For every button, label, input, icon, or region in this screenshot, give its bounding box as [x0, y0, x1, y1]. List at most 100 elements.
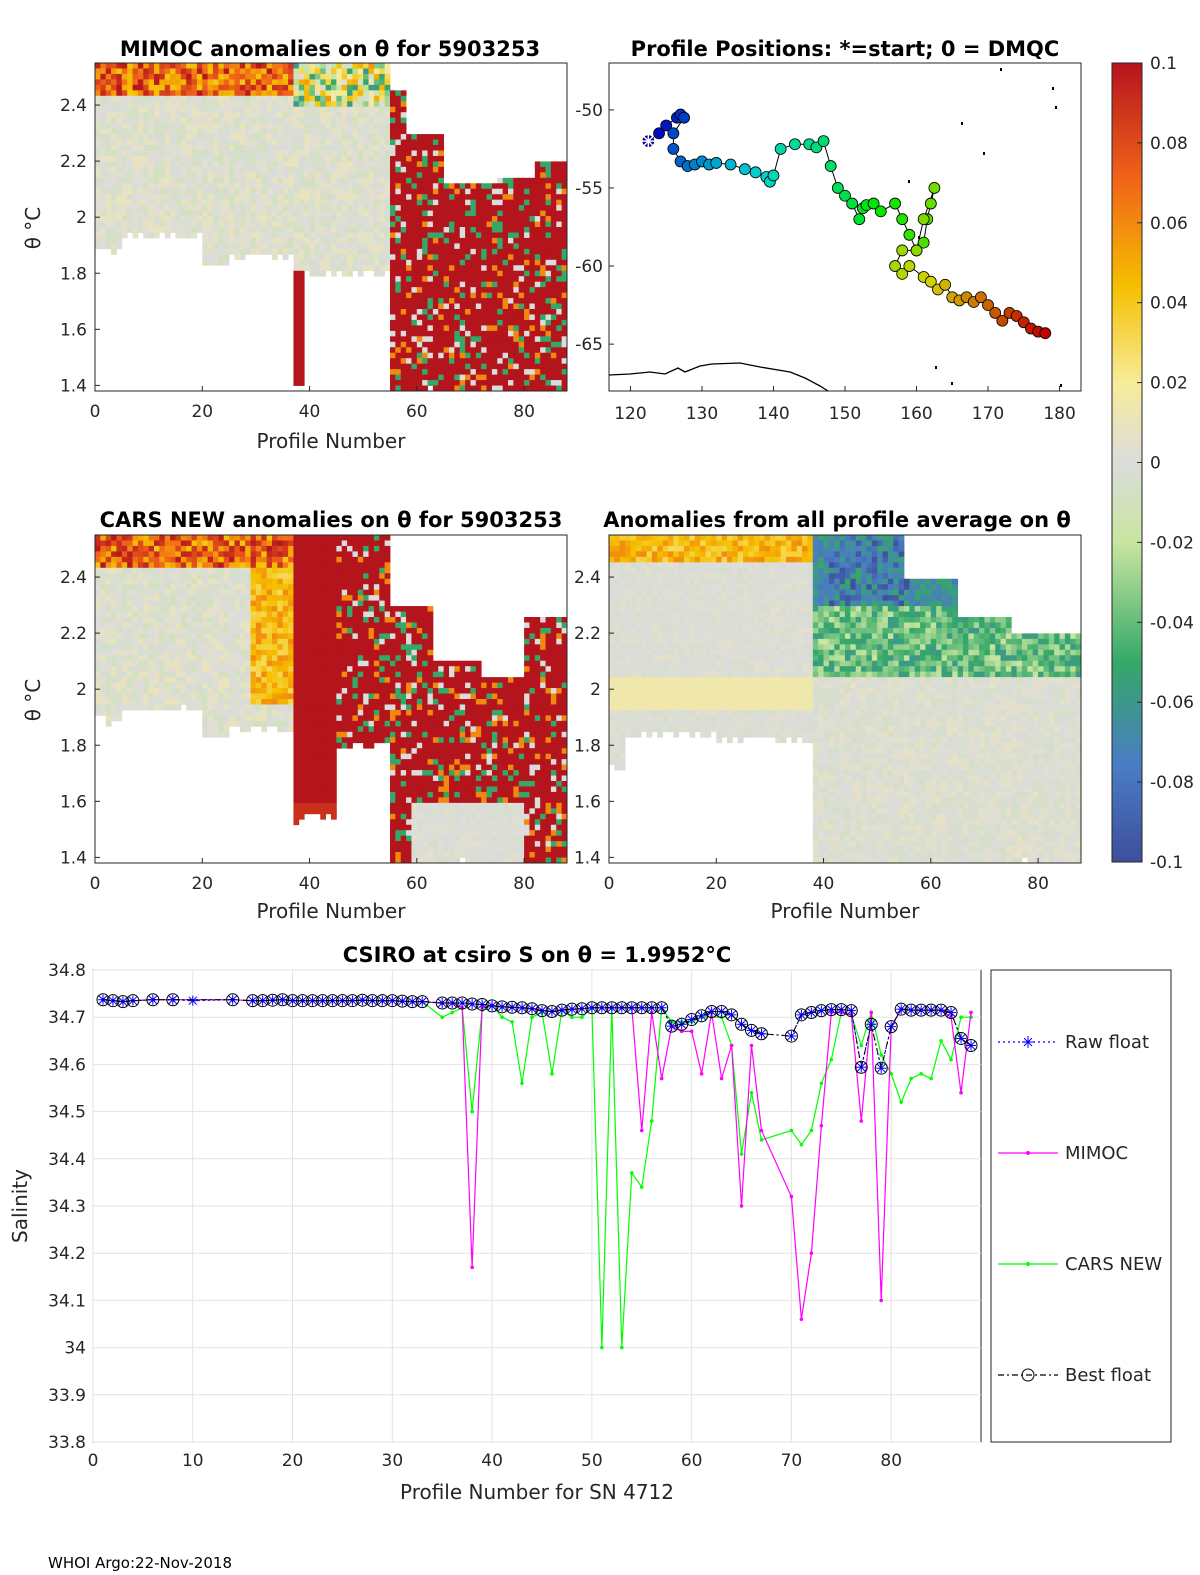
heatmap-cell: [384, 161, 391, 168]
heatmap-cell: [331, 210, 337, 217]
heatmap-cell: [255, 210, 262, 217]
heatmap-cell: [309, 243, 316, 250]
heatmap-cell: [218, 535, 225, 541]
float-position-marker: [653, 127, 665, 140]
heatmap-cell: [524, 205, 530, 211]
heatmap-cell: [239, 243, 246, 250]
heatmap-cell: [368, 145, 375, 151]
heatmap-cell: [218, 183, 225, 190]
heatmap-cell: [266, 693, 273, 700]
heatmap-cell: [186, 79, 192, 86]
heatmap-cell: [497, 336, 504, 343]
heatmap-cell: [347, 145, 353, 151]
heatmap-cell: [502, 210, 509, 217]
heatmap-cell: [180, 205, 187, 211]
heatmap-cell: [137, 606, 144, 612]
heatmap-cell: [508, 319, 514, 326]
heatmap-cell: [411, 347, 418, 354]
heatmap-cell: [255, 649, 262, 656]
heatmap-cell: [534, 232, 541, 239]
heatmap-cell: [170, 535, 176, 541]
heatmap-cell: [556, 259, 563, 266]
heatmap-cell: [395, 276, 402, 283]
heatmap-cell: [540, 298, 546, 304]
heatmap-cell: [497, 232, 504, 239]
heatmap-cell: [127, 644, 133, 651]
heatmap-cell: [250, 567, 257, 574]
heatmap-cell: [245, 123, 251, 129]
heatmap-cell: [390, 325, 396, 332]
heatmap-cell: [191, 227, 198, 233]
heatmap-cell: [470, 303, 477, 310]
heatmap-cell: [309, 666, 316, 673]
heatmap-cell: [239, 715, 246, 722]
heatmap-cell: [245, 540, 251, 547]
heatmap-cell: [357, 134, 364, 140]
heatmap-cell: [223, 194, 230, 201]
heatmap-cell: [304, 535, 310, 541]
heatmap-cell: [137, 145, 144, 151]
heatmap-cell: [556, 380, 563, 386]
heatmap-cell: [180, 540, 187, 547]
heatmap-cell: [277, 535, 284, 541]
heatmap-cell: [400, 254, 407, 261]
heatmap-cell: [341, 227, 348, 233]
heatmap-cell: [561, 194, 568, 201]
heatmap-cell: [223, 79, 230, 86]
heatmap-cell: [422, 177, 428, 184]
heatmap-cell: [250, 535, 257, 541]
heatmap-cell: [540, 281, 546, 288]
heatmap-cell: [137, 545, 144, 552]
heatmap-cell: [250, 243, 257, 250]
heatmap-cell: [250, 237, 257, 244]
heatmap-cell: [502, 292, 509, 299]
heatmap-cell: [395, 166, 402, 173]
heatmap-cell: [213, 232, 219, 239]
heatmap-cell: [288, 633, 294, 640]
heatmap-cell: [540, 369, 546, 375]
heatmap-cell: [438, 183, 445, 190]
heatmap-cell: [105, 688, 112, 694]
heatmap-cell: [261, 595, 268, 601]
heatmap-cell: [175, 649, 182, 656]
heatmap-cell: [368, 139, 375, 146]
heatmap-cell: [449, 287, 455, 293]
heatmap-cell: [513, 265, 520, 272]
heatmap-cell: [159, 79, 166, 86]
heatmap-cell: [116, 589, 123, 596]
heatmap-cell: [518, 270, 525, 277]
heatmap-cell: [218, 644, 225, 651]
heatmap-cell: [411, 221, 418, 228]
heatmap-cell: [148, 139, 155, 146]
heatmap-cell: [186, 117, 192, 124]
heatmap-cell: [239, 704, 246, 711]
heatmap-cell: [336, 161, 343, 168]
heatmap-cell: [272, 161, 278, 168]
heatmap-cell: [465, 199, 471, 206]
heatmap-cell: [449, 259, 455, 266]
heatmap-cell: [465, 309, 471, 315]
heatmap-cell: [411, 216, 418, 222]
heatmap-cell: [202, 655, 209, 662]
x-tick-label: 0: [90, 402, 101, 422]
heatmap-cell: [454, 325, 461, 332]
heatmap-cell: [170, 221, 176, 228]
heatmap-cell: [406, 172, 412, 179]
heatmap-cell: [229, 172, 235, 179]
heatmap-cell: [331, 117, 337, 124]
heatmap-cell: [491, 205, 498, 211]
heatmap-cell: [288, 243, 294, 250]
heatmap-cell: [111, 655, 117, 662]
heatmap-cell: [427, 303, 434, 310]
heatmap-cell: [154, 73, 160, 80]
heatmap-cell: [288, 210, 294, 217]
heatmap-cell: [298, 210, 305, 217]
heatmap-cell: [400, 166, 407, 173]
heatmap-cell: [105, 150, 112, 157]
heatmap-cell: [255, 172, 262, 179]
heatmap-cell: [148, 627, 155, 634]
heatmap-cell: [154, 573, 160, 580]
heatmap-cell: [298, 139, 305, 146]
heatmap-cell: [127, 161, 133, 168]
heatmap-cell: [298, 556, 305, 563]
